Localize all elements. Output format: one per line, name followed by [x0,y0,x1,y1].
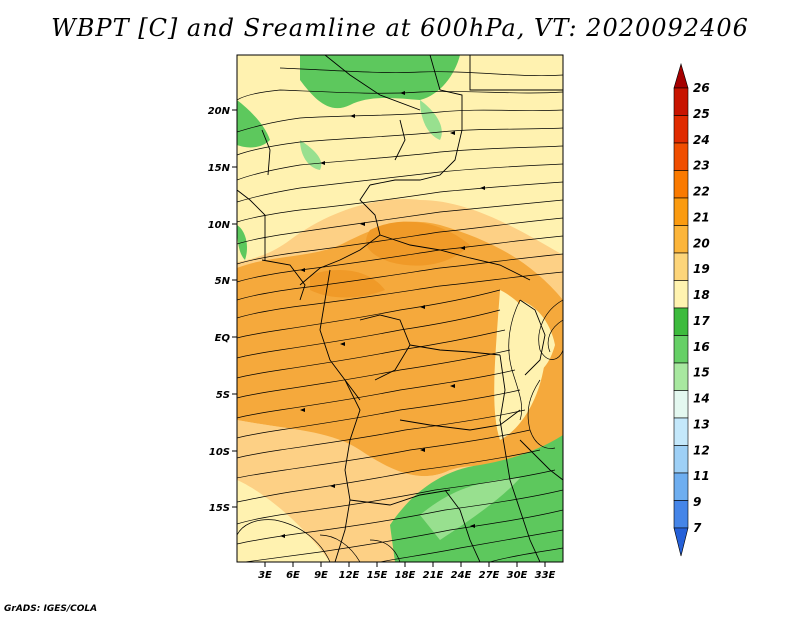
lat-label: 10S [209,447,230,458]
colorbar-label: 24 [693,133,710,147]
lon-label: 6E [286,570,300,581]
colorbar-bottom-arrow [673,527,689,557]
colorbar-swatch [673,197,689,226]
colorbar-label: 11 [693,469,710,483]
colorbar-swatch [673,362,689,391]
colorbar-swatch [673,335,689,364]
streamline-arrows [280,91,485,538]
colorbar-swatch [673,170,689,199]
country-borders [237,55,563,562]
lat-label: 15S [209,503,230,514]
lon-label: 21E [423,570,444,581]
colorbar-swatch [673,445,689,474]
lat-label: 10N [208,220,231,231]
colorbar-label: 25 [693,107,710,121]
colorbar-swatch [673,115,689,144]
lon-label: 3E [258,570,272,581]
colorbar-label: 26 [693,81,710,95]
colorbar-swatch [673,87,689,116]
colorbar-label: 22 [693,185,710,199]
colorbar-label: 7 [693,521,702,535]
lon-axis: 3E 6E 9E 12E 15E 18E 21E 24E 27E 30E 33E [258,562,556,581]
colorbar-label: 18 [693,288,710,302]
colorbar-swatch [673,417,689,446]
colorbar-label: 14 [693,392,710,406]
map-field [237,55,563,562]
colorbar: 26 25 24 23 22 21 20 19 18 17 16 15 14 13 12 11 9 7 [673,62,710,557]
lat-label: 5N [215,276,231,287]
lon-label: 12E [339,570,360,581]
colorbar-swatch [673,142,689,171]
lon-label: 27E [479,570,500,581]
colorbar-label: 20 [693,236,710,250]
colorbar-swatch [673,472,689,501]
lon-label: 33E [535,570,556,581]
colorbar-swatch [673,280,689,309]
lon-label: 15E [367,570,388,581]
map-frame [236,54,564,563]
lat-label: EQ [215,333,231,344]
colorbar-swatch [673,225,689,254]
lat-axis: 20N 15N 10N 5N EQ 5S 10S 15S [208,106,237,514]
colorbar-label: 19 [693,262,710,276]
colorbar-label: 12 [693,443,710,457]
colorbar-label: 23 [693,159,710,173]
colorbar-label: 9 [693,495,701,509]
lon-label: 18E [395,570,416,581]
colorbar-label: 13 [693,417,710,431]
lat-label: 15N [208,163,231,174]
colorbar-top-arrow [673,62,689,89]
lon-label: 30E [507,570,528,581]
colorbar-label: 15 [693,366,710,380]
colorbar-swatch [673,390,689,419]
lat-label: 5S [216,390,230,401]
colorbar-swatch [673,500,689,529]
lat-label: 20N [208,106,231,117]
lon-label: 9E [314,570,328,581]
lon-label: 24E [451,570,472,581]
colorbar-swatch [673,307,689,336]
chart-title: WBPT [C] and Sreamline at 600hPa, VT: 20… [51,14,749,42]
colorbar-label: 16 [693,340,710,354]
colorbar-label: 21 [693,210,710,224]
yellow-region-north [237,55,563,262]
colorbar-label: 17 [693,314,710,328]
green-region-north [300,55,460,109]
colorbar-swatch [673,252,689,281]
footer-credit: GrADS: IGES/COLA [4,604,98,614]
